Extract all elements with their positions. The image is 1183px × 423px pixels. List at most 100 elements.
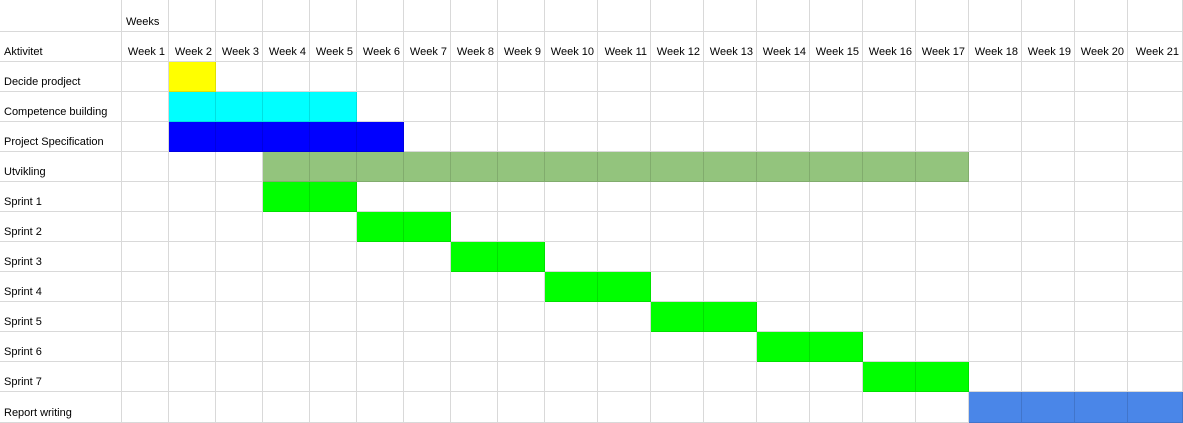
- grid-cell[interactable]: [263, 212, 310, 242]
- grid-cell[interactable]: [216, 242, 263, 272]
- grid-cell[interactable]: [357, 392, 404, 423]
- grid-cell[interactable]: [969, 362, 1022, 392]
- gantt-bar-cell[interactable]: [451, 152, 498, 182]
- gantt-bar-cell[interactable]: [216, 122, 263, 152]
- gantt-bar-cell[interactable]: [169, 122, 216, 152]
- grid-cell[interactable]: [1128, 332, 1183, 362]
- grid-cell[interactable]: [451, 362, 498, 392]
- grid-cell[interactable]: [169, 242, 216, 272]
- grid-cell[interactable]: [0, 62, 122, 92]
- grid-cell[interactable]: [404, 92, 451, 122]
- gantt-bar-cell[interactable]: [545, 272, 598, 302]
- grid-cell[interactable]: [1075, 332, 1128, 362]
- grid-cell[interactable]: [498, 332, 545, 362]
- grid-cell[interactable]: [1128, 212, 1183, 242]
- grid-cell[interactable]: [451, 122, 498, 152]
- grid-cell[interactable]: [451, 92, 498, 122]
- gantt-bar-cell[interactable]: [757, 332, 810, 362]
- grid-cell[interactable]: [704, 212, 757, 242]
- grid-cell[interactable]: [598, 32, 651, 62]
- grid-cell[interactable]: [545, 92, 598, 122]
- gantt-bar-cell[interactable]: [651, 152, 704, 182]
- gantt-bar-cell[interactable]: [357, 212, 404, 242]
- grid-cell[interactable]: [310, 362, 357, 392]
- grid-cell[interactable]: [263, 392, 310, 423]
- grid-cell[interactable]: [757, 92, 810, 122]
- grid-cell[interactable]: [704, 32, 757, 62]
- grid-cell[interactable]: [122, 212, 169, 242]
- grid-cell[interactable]: [969, 272, 1022, 302]
- grid-cell[interactable]: [310, 392, 357, 423]
- grid-cell[interactable]: [651, 212, 704, 242]
- grid-cell[interactable]: [651, 62, 704, 92]
- grid-cell[interactable]: [451, 32, 498, 62]
- grid-cell[interactable]: [545, 302, 598, 332]
- grid-cell[interactable]: [810, 122, 863, 152]
- grid-cell[interactable]: [704, 242, 757, 272]
- grid-cell[interactable]: [357, 182, 404, 212]
- grid-cell[interactable]: [1022, 0, 1075, 32]
- grid-cell[interactable]: [310, 32, 357, 62]
- grid-cell[interactable]: [810, 392, 863, 423]
- grid-cell[interactable]: [969, 152, 1022, 182]
- grid-cell[interactable]: [1128, 92, 1183, 122]
- grid-cell[interactable]: [757, 392, 810, 423]
- grid-cell[interactable]: [863, 302, 916, 332]
- grid-cell[interactable]: [969, 182, 1022, 212]
- grid-cell[interactable]: [1128, 152, 1183, 182]
- grid-cell[interactable]: [216, 0, 263, 32]
- grid-cell[interactable]: [404, 182, 451, 212]
- grid-cell[interactable]: [863, 212, 916, 242]
- grid-cell[interactable]: [969, 242, 1022, 272]
- grid-cell[interactable]: [651, 272, 704, 302]
- grid-cell[interactable]: [216, 392, 263, 423]
- grid-cell[interactable]: [916, 332, 969, 362]
- grid-cell[interactable]: [169, 392, 216, 423]
- grid-cell[interactable]: [1075, 182, 1128, 212]
- grid-cell[interactable]: [704, 182, 757, 212]
- grid-cell[interactable]: [310, 302, 357, 332]
- grid-cell[interactable]: [404, 62, 451, 92]
- grid-cell[interactable]: [810, 362, 863, 392]
- grid-cell[interactable]: [404, 362, 451, 392]
- grid-cell[interactable]: [916, 92, 969, 122]
- grid-cell[interactable]: [651, 362, 704, 392]
- grid-cell[interactable]: [498, 182, 545, 212]
- grid-cell[interactable]: [122, 242, 169, 272]
- grid-cell[interactable]: [863, 122, 916, 152]
- grid-cell[interactable]: [757, 0, 810, 32]
- grid-cell[interactable]: [122, 392, 169, 423]
- grid-cell[interactable]: [1075, 122, 1128, 152]
- grid-cell[interactable]: [969, 332, 1022, 362]
- grid-cell[interactable]: [863, 272, 916, 302]
- grid-cell[interactable]: [216, 332, 263, 362]
- grid-cell[interactable]: [810, 272, 863, 302]
- grid-cell[interactable]: [122, 332, 169, 362]
- grid-cell[interactable]: [0, 182, 122, 212]
- grid-cell[interactable]: [704, 62, 757, 92]
- grid-cell[interactable]: [545, 32, 598, 62]
- grid-cell[interactable]: [1022, 332, 1075, 362]
- grid-cell[interactable]: [498, 0, 545, 32]
- grid-cell[interactable]: [169, 272, 216, 302]
- gantt-bar-cell[interactable]: [1022, 392, 1075, 423]
- grid-cell[interactable]: [0, 362, 122, 392]
- grid-cell[interactable]: [1022, 32, 1075, 62]
- grid-cell[interactable]: [863, 32, 916, 62]
- grid-cell[interactable]: [704, 122, 757, 152]
- grid-cell[interactable]: [1075, 92, 1128, 122]
- grid-cell[interactable]: [169, 362, 216, 392]
- grid-cell[interactable]: [598, 92, 651, 122]
- grid-cell[interactable]: [651, 392, 704, 423]
- gantt-bar-cell[interactable]: [357, 122, 404, 152]
- grid-cell[interactable]: [498, 62, 545, 92]
- grid-cell[interactable]: [357, 32, 404, 62]
- gantt-bar-cell[interactable]: [1128, 392, 1183, 423]
- gantt-bar-cell[interactable]: [263, 182, 310, 212]
- grid-cell[interactable]: [863, 0, 916, 32]
- grid-cell[interactable]: [863, 182, 916, 212]
- grid-cell[interactable]: [598, 212, 651, 242]
- grid-cell[interactable]: [757, 242, 810, 272]
- grid-cell[interactable]: [863, 92, 916, 122]
- gantt-bar-cell[interactable]: [498, 242, 545, 272]
